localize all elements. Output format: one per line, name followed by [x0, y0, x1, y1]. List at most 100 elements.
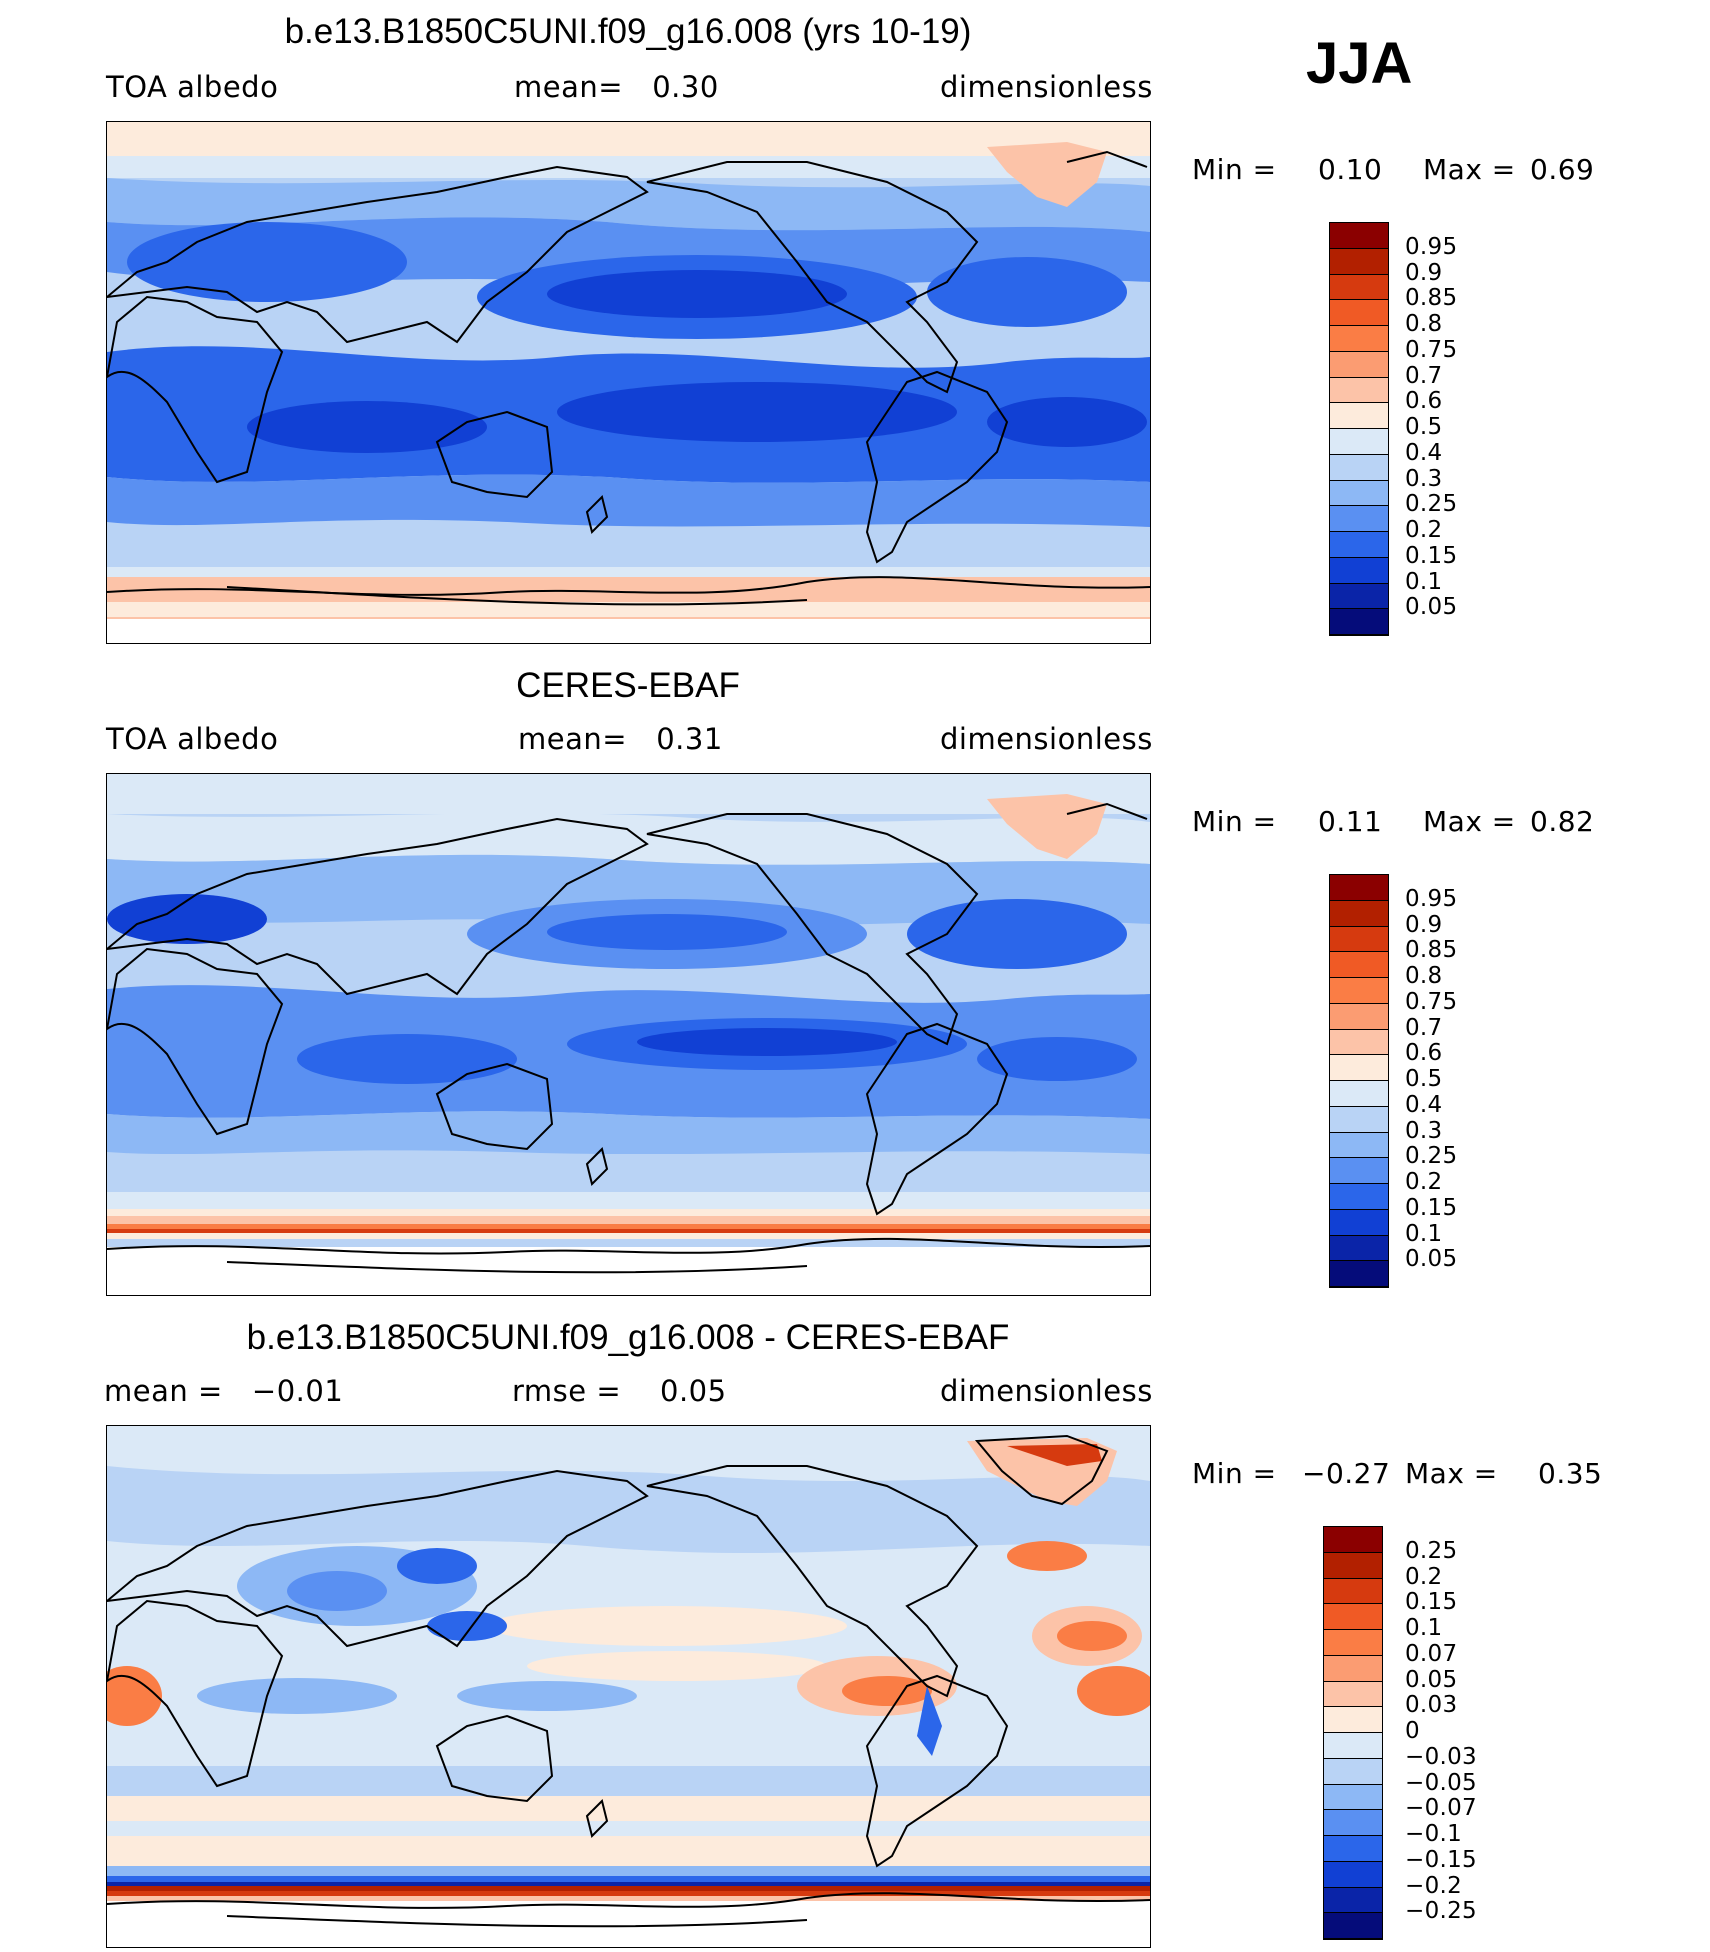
colorbar-tick-label: 0.25	[1405, 1537, 1458, 1564]
colorbar-tick-label: 0.1	[1405, 1615, 1443, 1641]
colorbar-tick-label: 0.7	[1405, 1014, 1443, 1041]
colorbar-tick-label: 0.05	[1405, 1666, 1458, 1693]
colorbar-tick-label: 0	[1405, 1718, 1420, 1744]
colorbar-tick-label: 0.6	[1405, 388, 1443, 415]
colorbar-swatch	[1330, 978, 1388, 1004]
panel-1-units-label: dimensionless	[940, 70, 1153, 104]
colorbar-swatch	[1330, 1029, 1388, 1056]
colorbar-tick-label: 0.4	[1405, 439, 1443, 466]
colorbar-swatch	[1324, 1887, 1382, 1914]
panel-3-map	[106, 1425, 1151, 1948]
colorbar-tick-label: 0.3	[1405, 465, 1443, 492]
colorbar-swatch	[1330, 1106, 1388, 1133]
colorbar-swatch	[1324, 1810, 1382, 1836]
colorbar-swatch	[1330, 506, 1388, 532]
panel-2-map	[106, 773, 1151, 1296]
panel-3-max-label: Max =	[1405, 1457, 1498, 1490]
colorbar-swatch	[1324, 1758, 1382, 1785]
colorbar-tick-label: 0.8	[1405, 311, 1443, 337]
colorbar-swatch	[1330, 609, 1388, 635]
colorbar-swatch	[1324, 1630, 1382, 1656]
colorbar-tick-label: 0.15	[1405, 1194, 1458, 1221]
colorbar-swatch	[1324, 1578, 1382, 1605]
colorbar-tick-label: 0.5	[1405, 1066, 1443, 1092]
colorbar-swatch	[1324, 1913, 1382, 1939]
panel-2-min-value: 0.11	[1318, 805, 1383, 838]
colorbar-swatch	[1324, 1552, 1382, 1579]
panel-2-colorbar-labels: 0.95 0.9 0.85 0.8 0.75 0.7 0.6 0.5 0.4 0.3 0.25 0.2…	[1405, 874, 1505, 1286]
colorbar-tick-label: 0.25	[1405, 1143, 1458, 1170]
colorbar-tick-label: 0.6	[1405, 1040, 1443, 1067]
panel-1-variable-label: TOA albedo	[106, 70, 279, 104]
colorbar-swatch	[1330, 1209, 1388, 1236]
colorbar-swatch	[1330, 532, 1388, 558]
colorbar-tick-label: 0.85	[1405, 937, 1458, 964]
panel-1-colorbar-labels: 0.95 0.9 0.85 0.8 0.75 0.7 0.6 0.5 0.4 0.3 0.25 0.2…	[1405, 222, 1505, 634]
season-label: JJA	[1306, 31, 1413, 96]
panel-3-title: b.e13.B1850C5UNI.f09_g16.008 - CERES-EBA…	[246, 1318, 1010, 1357]
panel-2-title: CERES-EBAF	[516, 666, 740, 705]
colorbar-swatch	[1330, 248, 1388, 275]
colorbar-swatch	[1324, 1836, 1382, 1862]
colorbar-tick-label: 0.15	[1405, 1589, 1458, 1616]
colorbar-tick-label: 0.75	[1405, 988, 1458, 1015]
colorbar-swatch	[1330, 952, 1388, 978]
colorbar-tick-label: −0.15	[1405, 1846, 1477, 1873]
colorbar-swatch	[1324, 1707, 1382, 1733]
colorbar-swatch	[1330, 1158, 1388, 1184]
colorbar-tick-label: 0.85	[1405, 285, 1458, 312]
colorbar-swatch	[1330, 403, 1388, 429]
colorbar-swatch	[1330, 326, 1388, 352]
colorbar-tick-label: 0.03	[1405, 1692, 1458, 1719]
panel-1-max-label: Max =	[1423, 153, 1516, 186]
panel-1-max-value: 0.69	[1530, 153, 1595, 186]
colorbar-tick-label: −0.2	[1405, 1872, 1463, 1899]
panel-2-max-label: Max =	[1423, 805, 1516, 838]
colorbar-tick-label: 0.8	[1405, 963, 1443, 989]
colorbar-swatch	[1324, 1861, 1382, 1888]
colorbar-swatch	[1330, 377, 1388, 404]
colorbar-swatch	[1330, 900, 1388, 927]
colorbar-swatch	[1330, 1003, 1388, 1030]
colorbar-swatch	[1330, 1235, 1388, 1262]
colorbar-tick-label: −0.1	[1405, 1821, 1463, 1847]
colorbar-tick-label: 0.2	[1405, 1563, 1443, 1590]
colorbar-swatch	[1330, 926, 1388, 953]
colorbar-swatch	[1330, 454, 1388, 481]
colorbar-tick-label: 0.3	[1405, 1117, 1443, 1144]
colorbar-tick-label: 0.2	[1405, 1169, 1443, 1195]
panel-1-min-label: Min =	[1192, 153, 1277, 186]
colorbar-swatch	[1324, 1733, 1382, 1759]
colorbar-swatch	[1330, 480, 1388, 507]
panel-1-colorbar	[1329, 222, 1389, 636]
panel-1-min-value: 0.10	[1318, 153, 1383, 186]
colorbar-tick-label: 0.9	[1405, 259, 1443, 286]
colorbar-swatch	[1324, 1655, 1382, 1682]
panel-2-units-label: dimensionless	[940, 722, 1153, 756]
colorbar-swatch	[1330, 274, 1388, 301]
colorbar-swatch	[1330, 429, 1388, 455]
panel-3-colorbar	[1323, 1526, 1383, 1940]
colorbar-tick-label: 0.75	[1405, 336, 1458, 363]
colorbar-swatch	[1330, 1184, 1388, 1210]
panel-1-title: b.e13.B1850C5UNI.f09_g16.008 (yrs 10-19)	[284, 12, 972, 51]
colorbar-swatch	[1330, 300, 1388, 326]
panel-2-max-value: 0.82	[1530, 805, 1595, 838]
colorbar-tick-label: 0.25	[1405, 491, 1458, 518]
colorbar-tick-label: 0.05	[1405, 594, 1458, 621]
colorbar-swatch	[1324, 1784, 1382, 1811]
panel-2-min-label: Min =	[1192, 805, 1277, 838]
panel-2-mean-label: mean= 0.31	[518, 722, 723, 756]
colorbar-swatch	[1330, 583, 1388, 610]
colorbar-swatch	[1330, 1081, 1388, 1107]
colorbar-tick-label: 0.95	[1405, 233, 1458, 260]
colorbar-tick-label: 0.1	[1405, 1220, 1443, 1247]
colorbar-tick-label: 0.4	[1405, 1091, 1443, 1118]
colorbar-swatch	[1330, 223, 1388, 249]
colorbar-tick-label: 0.95	[1405, 885, 1458, 912]
panel-3-max-value: 0.35	[1538, 1457, 1603, 1490]
colorbar-tick-label: 0.07	[1405, 1640, 1458, 1667]
panel-1-mean-label: mean= 0.30	[514, 70, 719, 104]
colorbar-tick-label: 0.15	[1405, 542, 1458, 569]
colorbar-tick-label: 0.05	[1405, 1246, 1458, 1273]
